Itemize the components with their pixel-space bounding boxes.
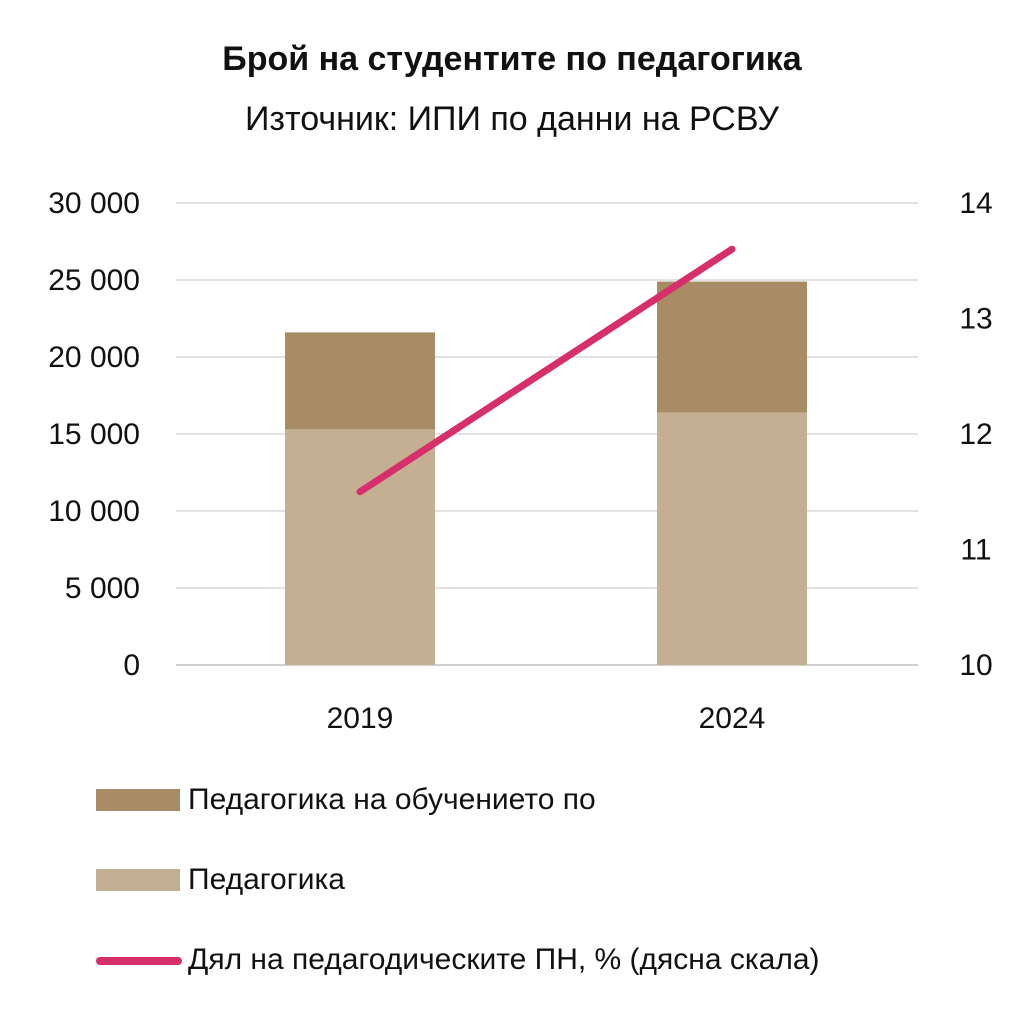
x-axis: 2019 2024 [327,702,766,735]
y-right-tick-label: 12 [959,418,992,451]
x-tick-label: 2024 [699,702,766,735]
share-line-series [356,245,736,496]
y-left-tick-label: 5 000 [65,572,140,605]
legend-label: Педагогика [188,863,345,896]
chart-subtitle: Източник: ИПИ по данни на РСВУ [244,100,780,138]
share-line [356,245,736,496]
y-left-tick-label: 30 000 [48,187,140,220]
y-right-tick-label: 14 [959,187,992,220]
legend-color-swatch [96,869,180,891]
right-axis: 10 11 12 13 14 [959,187,992,682]
legend-label: Дял на педагодическите ПН, % (дясна скал… [188,943,820,976]
legend-label: Педагогика на обучението по [188,783,596,816]
y-left-tick-label: 0 [123,649,140,682]
left-axis: 0 5 000 10 000 15 000 20 000 25 000 30 000 [48,187,140,682]
bar-segment [657,281,807,413]
y-left-tick-label: 10 000 [48,495,140,528]
y-right-tick-label: 11 [960,534,991,567]
y-right-tick-label: 10 [959,649,992,682]
chart-title: Брой на студентите по педагогика [222,40,802,78]
y-left-tick-label: 20 000 [48,341,140,374]
y-right-tick-label: 13 [959,303,992,336]
legend-color-swatch [96,789,180,811]
bars [285,281,807,665]
y-left-tick-label: 25 000 [48,264,140,297]
bar-segment [285,429,435,665]
x-tick-label: 2019 [327,702,394,735]
bar-segment [285,332,435,430]
bar-segment [657,412,807,665]
legend-line-swatch [96,957,182,965]
y-left-tick-label: 15 000 [48,418,140,451]
